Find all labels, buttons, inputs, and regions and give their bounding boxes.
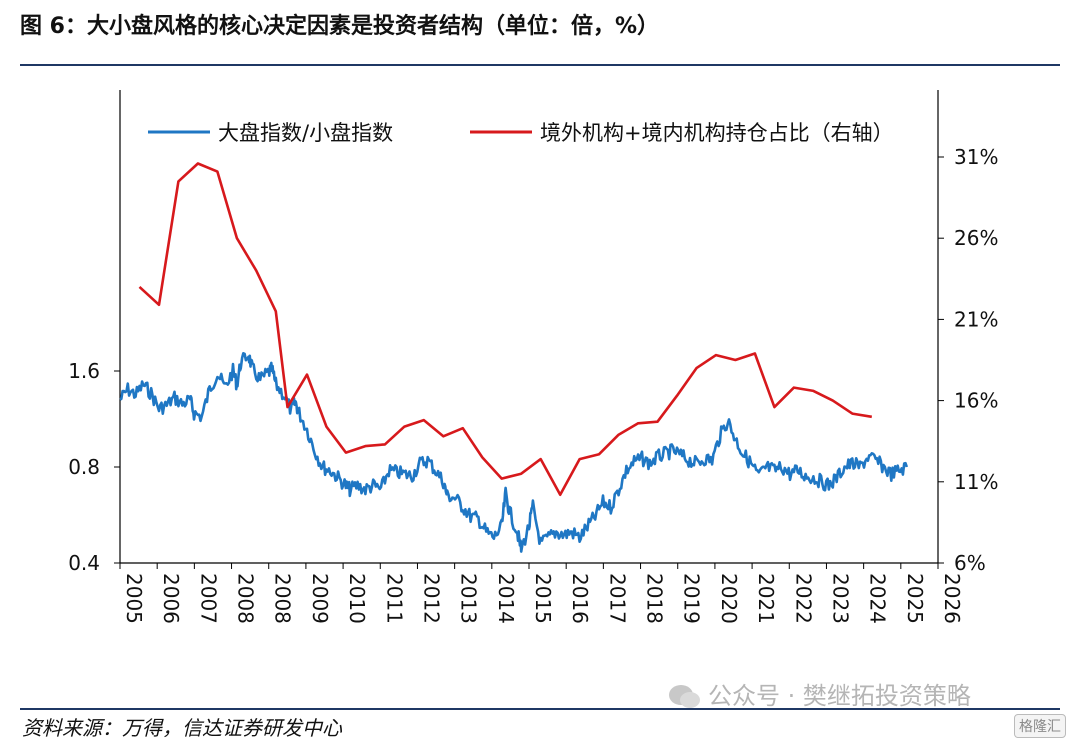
x-tick-label: 2009 <box>308 573 332 624</box>
x-tick-label: 2021 <box>754 573 778 624</box>
x-tick-label: 2012 <box>419 573 443 624</box>
title-divider <box>20 64 1060 66</box>
x-tick-label: 2026 <box>940 573 964 624</box>
x-tick-label: 2010 <box>345 573 369 624</box>
right-tick-label: 16% <box>954 389 998 413</box>
left-tick-label: 0.4 <box>68 551 100 575</box>
left-tick-label: 0.8 <box>68 455 100 479</box>
x-tick-label: 2011 <box>382 573 406 624</box>
right-tick-label: 6% <box>954 551 986 575</box>
page-title: 图 6：大小盘风格的核心决定因素是投资者结构（单位：倍，%） <box>20 14 660 39</box>
x-axis-ticks: 2005 2006 2007 2008 2008 2009 2010 2011 2012 2013… <box>119 563 964 624</box>
source-note: 资料来源：万得，信达证券研发中心 <box>22 716 342 740</box>
legend-label: 大盘指数/小盘指数 <box>218 121 393 145</box>
left-axis-ticks: 1.6 0.8 0.4 <box>68 359 120 575</box>
legend-item-share: 境外机构+境内机构持仓占比（右轴） <box>470 121 894 145</box>
series-institution-share <box>138 162 873 497</box>
x-tick-label: 2015 <box>531 573 555 624</box>
x-tick-label: 2024 <box>866 573 890 624</box>
x-tick-label: 2017 <box>605 573 629 624</box>
x-tick-label: 2023 <box>828 573 852 624</box>
right-tick-label: 26% <box>954 226 998 250</box>
x-tick-label: 2022 <box>791 573 815 624</box>
x-tick-label: 2008 <box>234 573 258 624</box>
x-tick-label: 2008 <box>271 573 295 624</box>
legend-item-ratio: 大盘指数/小盘指数 <box>148 121 393 145</box>
watermark: 公众号 · 樊继拓投资策略 <box>668 676 971 711</box>
x-tick-label: 2006 <box>159 573 183 624</box>
x-tick-label: 2025 <box>903 573 927 624</box>
x-tick-label: 2018 <box>643 573 667 624</box>
wechat-icon <box>669 685 700 708</box>
x-tick-label: 2019 <box>680 573 704 624</box>
gelonghui-badge: 格隆汇 <box>1014 714 1066 738</box>
x-tick-label: 2013 <box>457 573 481 624</box>
series-large-small-ratio <box>119 352 909 553</box>
right-tick-label: 11% <box>954 470 998 494</box>
chart-axes <box>119 90 939 564</box>
right-axis-ticks: 31% 26% 21% 16% 11% 6% <box>938 145 998 575</box>
left-tick-label: 1.6 <box>68 359 100 383</box>
watermark-text: 公众号 · 樊继拓投资策略 <box>708 682 971 710</box>
x-tick-label: 2016 <box>568 573 592 624</box>
x-tick-label: 2014 <box>494 573 518 624</box>
right-tick-label: 21% <box>954 307 998 331</box>
right-tick-label: 31% <box>954 145 998 169</box>
series-lines <box>119 162 909 553</box>
x-tick-label: 2005 <box>122 573 146 624</box>
x-tick-label: 2020 <box>717 573 741 624</box>
source-divider <box>20 708 1060 710</box>
legend: 大盘指数/小盘指数 境外机构+境内机构持仓占比（右轴） <box>148 121 894 145</box>
x-tick-label: 2007 <box>196 573 220 624</box>
legend-label: 境外机构+境内机构持仓占比（右轴） <box>540 121 894 145</box>
